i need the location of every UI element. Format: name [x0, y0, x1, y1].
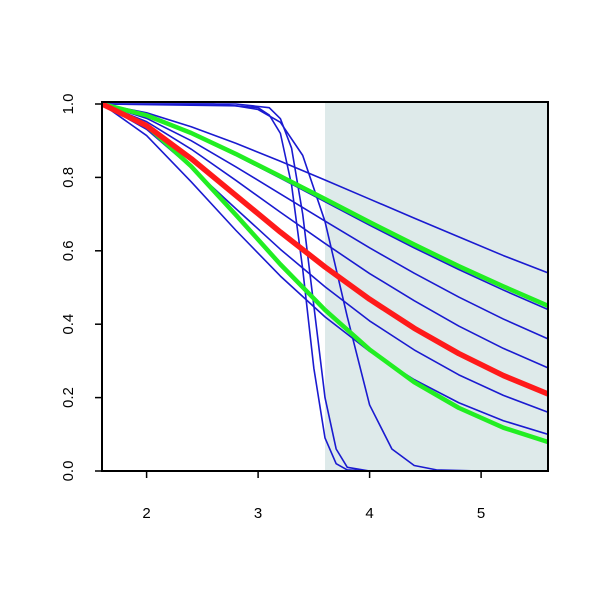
plot-frame: [101, 101, 549, 472]
x-tick-label: 5: [477, 505, 485, 522]
x-tick-label: 3: [254, 505, 262, 522]
series-line: [102, 102, 548, 397]
series-line: [102, 102, 548, 445]
y-tick-label: 1.0: [60, 94, 77, 115]
x-tick-label: 4: [365, 505, 373, 522]
series-line: [102, 102, 548, 309]
series-line: [102, 103, 548, 471]
y-tick-label: 0.4: [60, 314, 77, 335]
x-tick-label: 2: [142, 505, 150, 522]
y-tick-label: 0.6: [60, 240, 77, 261]
series-line: [102, 103, 548, 436]
y-tick-label: 0.8: [60, 167, 77, 188]
y-tick-label: 0.2: [60, 387, 77, 408]
series-line: [102, 103, 548, 369]
y-tick-label: 0.0: [60, 461, 77, 482]
lines: [102, 102, 548, 471]
shaded-region: [325, 102, 548, 471]
series-line: [102, 103, 548, 471]
series-line: [102, 103, 548, 274]
series-line: [102, 103, 548, 471]
